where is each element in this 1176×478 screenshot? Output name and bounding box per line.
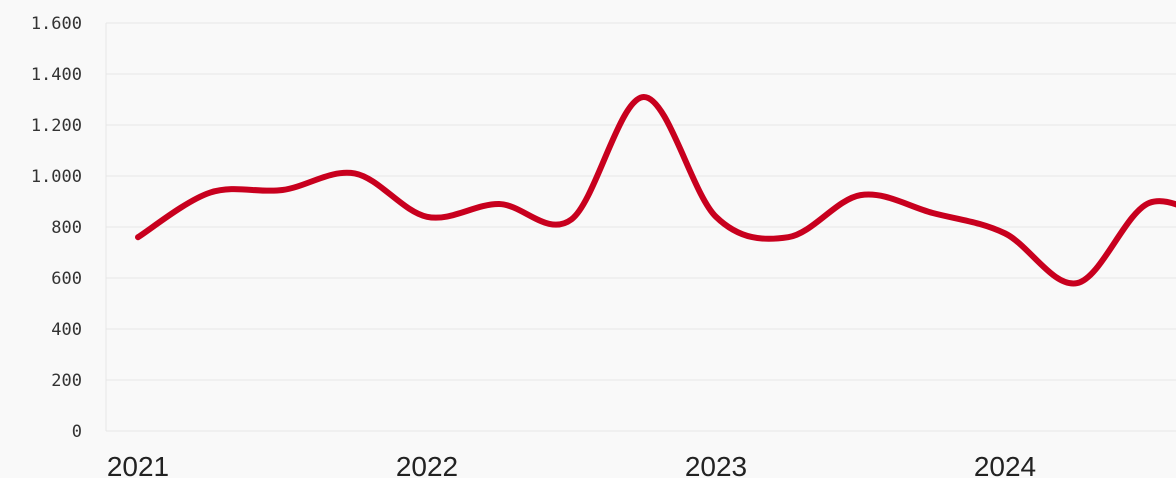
y-tick-label: 1.400 [31,65,82,85]
x-tick-label: 2023 [685,451,747,478]
y-tick-label: 1.600 [31,14,82,34]
y-tick-label: 0 [72,422,82,442]
y-tick-label: 1.000 [31,167,82,187]
series-line [135,93,1176,287]
x-tick-label: 2022 [396,451,458,478]
y-tick-label: 1.200 [31,116,82,136]
x-tick-label: 2021 [107,451,169,478]
x-tick-label: 2024 [974,451,1036,478]
x-axis: 2021 2022 2023 2024 [107,451,1036,478]
y-tick-label: 600 [51,269,82,289]
series-layer [135,93,1176,287]
y-tick-label: 200 [51,371,82,391]
y-tick-label: 400 [51,320,82,340]
y-tick-label: 800 [51,218,82,238]
grid-layer [105,22,1176,432]
y-axis: 0 200 400 600 800 1.000 1.200 1.400 1.600 [31,14,82,442]
